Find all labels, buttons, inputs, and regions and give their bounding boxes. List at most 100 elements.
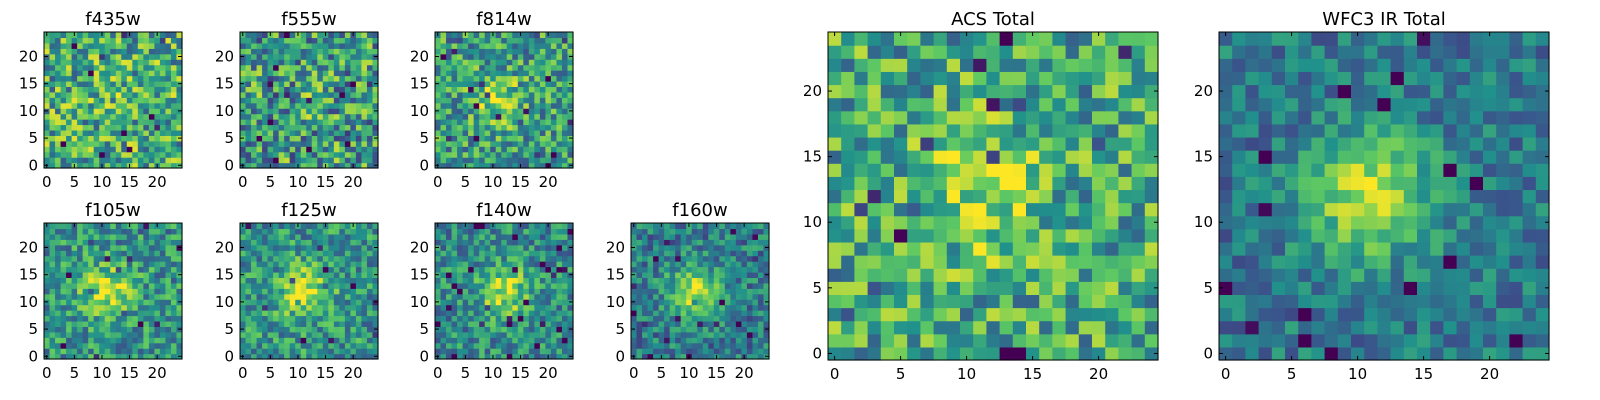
heatmap-cell	[154, 59, 161, 66]
heatmap-cell	[479, 151, 486, 158]
y-tick-label: 5	[28, 129, 38, 147]
x-tick-label: 10	[288, 364, 307, 382]
heatmap-cell	[854, 163, 869, 177]
heatmap-cell	[154, 342, 161, 349]
heatmap-cell	[545, 75, 552, 82]
heatmap-cell	[372, 75, 379, 82]
heatmap-cell	[143, 326, 150, 333]
heatmap-cell	[88, 271, 95, 278]
heatmap-cell	[550, 223, 558, 230]
heatmap-cell	[361, 151, 368, 158]
heatmap-cell	[462, 70, 469, 77]
heatmap-cell	[267, 124, 274, 131]
heatmap-cell	[642, 353, 649, 360]
heatmap-cell	[344, 239, 351, 246]
heatmap-cell	[165, 315, 172, 322]
heatmap-cell	[702, 353, 709, 360]
heatmap-cell	[512, 255, 519, 262]
heatmap-cell	[311, 135, 318, 142]
heatmap-cell	[1144, 268, 1159, 282]
heatmap-cell	[115, 310, 122, 317]
heatmap-cell	[245, 310, 252, 317]
heatmap-cell	[462, 315, 469, 322]
heatmap-cell	[361, 64, 368, 71]
heatmap-cell	[262, 157, 269, 164]
heatmap-cell	[658, 277, 665, 284]
heatmap-cell	[1105, 346, 1119, 361]
heatmap-cell	[556, 108, 563, 115]
heatmap-cell	[339, 239, 346, 246]
heatmap-cell	[479, 299, 486, 306]
heatmap-cell	[88, 310, 95, 317]
heatmap-cell	[960, 346, 974, 361]
heatmap-cell	[88, 315, 95, 322]
heatmap-cell	[317, 266, 324, 273]
heatmap-cell	[561, 304, 569, 311]
heatmap-cell	[71, 129, 78, 136]
heatmap-cell	[44, 59, 51, 66]
heatmap-cell	[702, 299, 709, 306]
heatmap-cell	[642, 277, 649, 284]
heatmap-cell	[262, 108, 269, 115]
heatmap-cell	[746, 310, 754, 317]
heatmap-cell	[973, 241, 987, 256]
heatmap-cell	[462, 124, 469, 131]
y-tick-label: 5	[615, 320, 625, 338]
heatmap-cell	[539, 331, 546, 338]
heatmap-cell	[245, 271, 252, 278]
heatmap-cell	[60, 32, 67, 39]
heatmap-cell	[273, 255, 280, 262]
heatmap-cell	[545, 277, 552, 284]
heatmap-cell	[473, 250, 480, 257]
heatmap-cell	[512, 75, 519, 82]
heatmap-cell	[344, 108, 351, 115]
heatmap-cell	[267, 320, 274, 327]
heatmap-cell	[1026, 202, 1040, 217]
heatmap-cell	[669, 315, 676, 322]
heatmap-cell	[295, 266, 302, 273]
heatmap-cell	[295, 53, 302, 60]
heatmap-cell	[251, 48, 258, 55]
heatmap-cell	[501, 32, 508, 39]
heatmap-cell	[355, 124, 363, 131]
heatmap-cell	[99, 320, 106, 327]
heatmap-cell	[49, 223, 56, 230]
heatmap-cell	[132, 48, 139, 55]
heatmap-cell	[273, 64, 280, 71]
heatmap-cell	[473, 282, 480, 289]
heatmap-cell	[99, 261, 106, 268]
heatmap-cell	[60, 108, 67, 115]
heatmap-cell	[300, 42, 307, 49]
heatmap-cell	[82, 310, 89, 317]
heatmap-cell	[289, 59, 296, 66]
heatmap-cell	[55, 48, 62, 55]
heatmap-cell	[473, 299, 480, 306]
heatmap-cell	[55, 70, 62, 77]
heatmap-cell	[561, 310, 569, 317]
heatmap-cell	[669, 271, 676, 278]
heatmap-cell	[697, 277, 704, 284]
heatmap-cell	[528, 282, 535, 289]
heatmap-cell	[1092, 346, 1106, 361]
heatmap-cell	[451, 124, 458, 131]
heatmap-cell	[170, 310, 178, 317]
heatmap-cell	[137, 64, 144, 71]
heatmap-cell	[126, 271, 133, 278]
heatmap-cell	[473, 53, 480, 60]
heatmap-cell	[71, 299, 78, 306]
heatmap-cell	[55, 223, 62, 230]
heatmap-cell	[484, 42, 491, 49]
heatmap-cell	[159, 59, 167, 66]
heatmap-cell	[256, 86, 263, 93]
heatmap-cell	[71, 119, 78, 126]
heatmap-cell	[137, 97, 144, 104]
heatmap-cell	[137, 162, 144, 169]
heatmap-cell	[137, 310, 144, 317]
heatmap-cell	[523, 70, 530, 77]
heatmap-cell	[44, 86, 51, 93]
heatmap-cell	[880, 346, 895, 361]
heatmap-cell	[512, 113, 519, 120]
heatmap-cell	[894, 163, 908, 177]
heatmap-cell	[752, 255, 759, 262]
heatmap-cell	[126, 288, 133, 295]
